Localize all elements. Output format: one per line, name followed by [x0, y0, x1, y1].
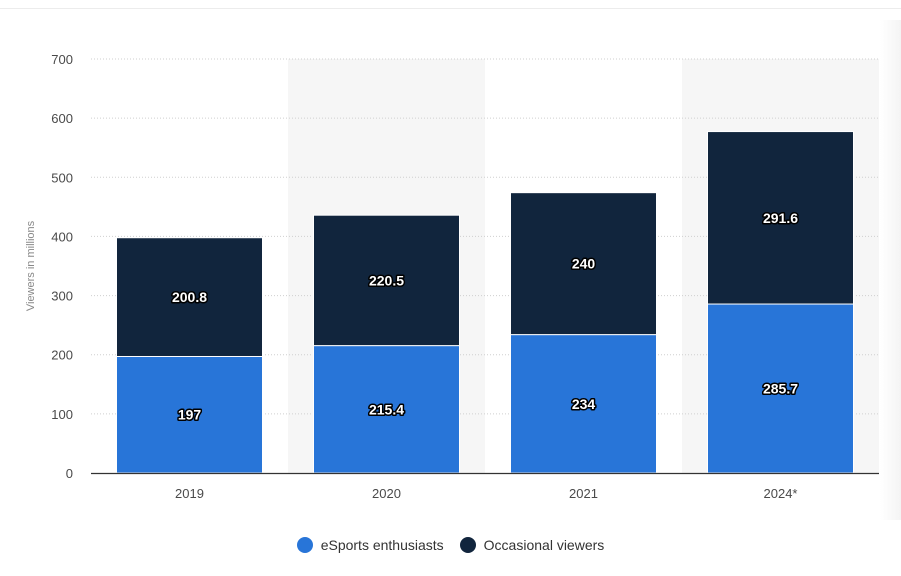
x-tick-label: 2020	[372, 486, 401, 501]
bar-enthusiasts-0[interactable]	[116, 355, 263, 474]
x-axis: 2019 2020 2021 2024*	[91, 472, 879, 501]
y-tick-label: 0	[66, 466, 73, 481]
legend-item-enthusiasts[interactable]: eSports enthusiasts	[296, 537, 444, 553]
y-tick-label: 500	[51, 170, 73, 185]
bar-enthusiasts-3[interactable]	[707, 303, 854, 474]
data-label: 291.6	[763, 210, 798, 226]
data-label: 285.7	[763, 381, 798, 397]
gridlines	[91, 58, 879, 415]
data-label: 200.8	[172, 289, 207, 305]
legend-marker-occasional	[459, 537, 476, 553]
y-tick-label: 700	[51, 52, 73, 67]
bar-occasional-0[interactable]	[116, 237, 263, 357]
y-tick-label: 400	[51, 229, 73, 244]
x-tick-label: 2019	[175, 486, 204, 501]
data-label: 240	[572, 256, 596, 272]
data-label: 234	[572, 396, 596, 412]
stacked-bar-chart: 197 200.8 215.4 220.5 234 240 285.7 291.6 0 100 2…	[25, 52, 879, 501]
y-axis-label: Viewers in millions	[25, 220, 37, 311]
y-tick-label: 200	[51, 348, 73, 363]
side-panel-edge	[880, 20, 901, 520]
data-labels: 197 200.8 215.4 220.5 234 240 285.7 291.6	[170, 208, 799, 424]
legend-marker-enthusiasts	[296, 537, 313, 553]
bar-occasional-3[interactable]	[707, 131, 854, 305]
legend-label-enthusiasts: eSports enthusiasts	[320, 537, 444, 553]
top-divider	[0, 0, 901, 9]
y-axis: 0 100 200 300 400 500 600 700	[51, 52, 73, 481]
x-tick-label: 2024*	[764, 486, 798, 501]
bar-enthusiasts-1[interactable]	[313, 345, 460, 474]
legend: eSports enthusiasts Occasional viewers	[0, 534, 901, 556]
bar-occasional-2[interactable]	[510, 192, 657, 336]
bars	[116, 131, 854, 474]
y-tick-label: 100	[51, 407, 73, 422]
legend-item-occasional[interactable]: Occasional viewers	[459, 537, 605, 553]
bar-occasional-1[interactable]	[313, 214, 460, 347]
x-tick-label: 2021	[569, 486, 598, 501]
data-label: 220.5	[369, 272, 404, 288]
data-label: 197	[178, 407, 202, 423]
bar-enthusiasts-2[interactable]	[510, 334, 657, 474]
y-tick-label: 600	[51, 111, 73, 126]
legend-label-occasional: Occasional viewers	[483, 537, 605, 553]
data-label: 215.4	[369, 401, 404, 417]
y-tick-label: 300	[51, 289, 73, 304]
